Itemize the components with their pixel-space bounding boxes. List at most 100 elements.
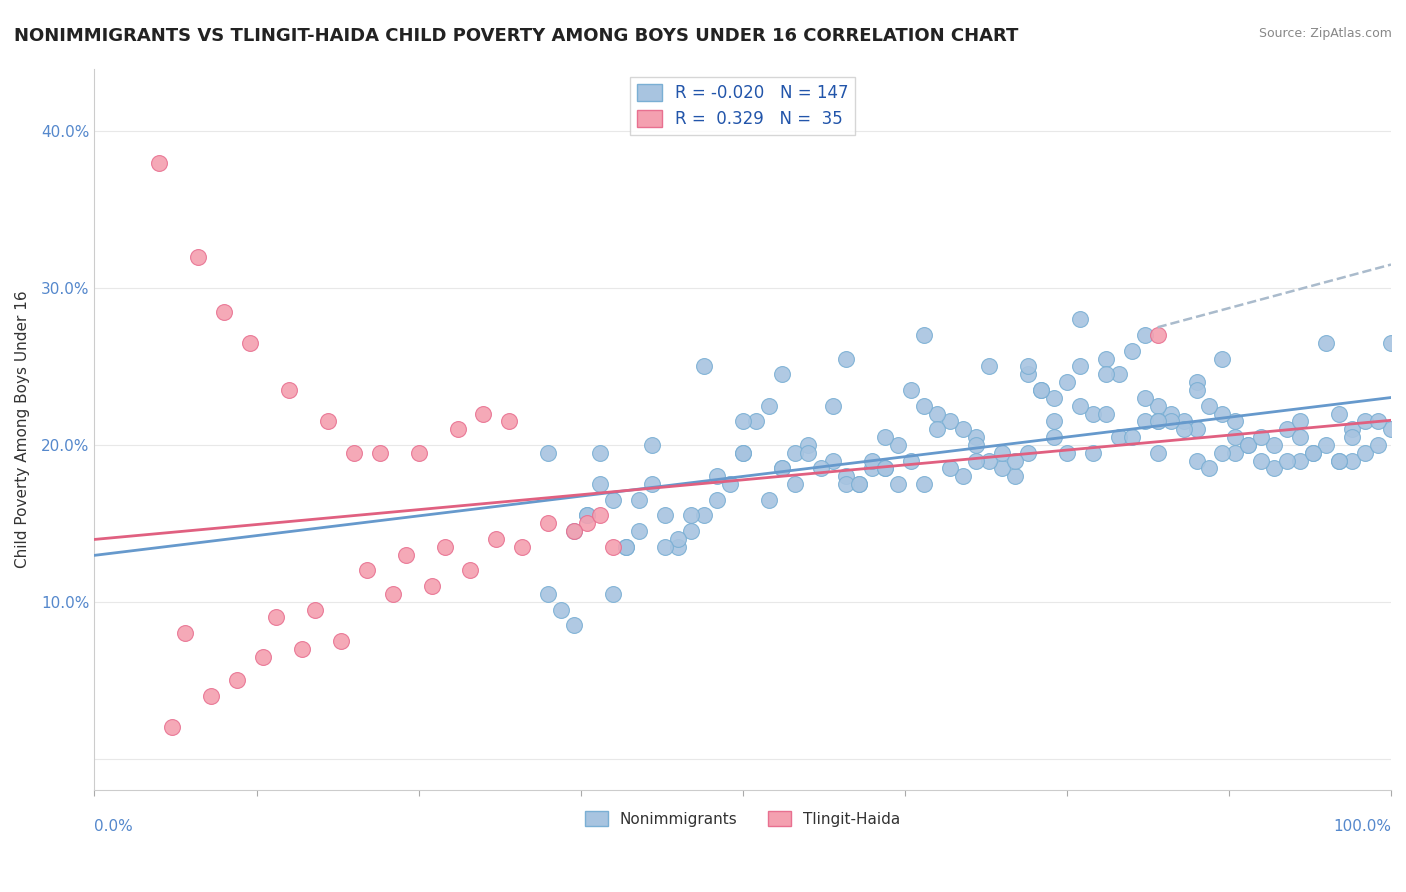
Point <box>1146 328 1168 343</box>
Point <box>562 524 585 538</box>
Point <box>356 563 378 577</box>
Point <box>1146 414 1168 428</box>
Point <box>187 250 209 264</box>
Point <box>537 446 560 460</box>
Point <box>1225 414 1247 428</box>
Point <box>1017 446 1039 460</box>
Point <box>1263 438 1285 452</box>
Point <box>602 492 624 507</box>
Point <box>395 548 418 562</box>
Point <box>1237 438 1260 452</box>
Point <box>316 414 339 428</box>
Point <box>770 461 793 475</box>
Point <box>977 359 1000 374</box>
Point <box>329 634 352 648</box>
Point <box>1185 422 1208 436</box>
Point <box>291 641 314 656</box>
Point <box>368 446 391 460</box>
Point <box>835 351 858 366</box>
Point <box>1225 430 1247 444</box>
Point <box>1379 335 1402 350</box>
Point <box>977 453 1000 467</box>
Point <box>1094 407 1116 421</box>
Point <box>1211 351 1233 366</box>
Point <box>162 720 184 734</box>
Point <box>498 414 520 428</box>
Point <box>991 446 1014 460</box>
Point <box>1185 375 1208 389</box>
Point <box>485 532 508 546</box>
Point <box>796 438 818 452</box>
Point <box>602 540 624 554</box>
Point <box>446 422 468 436</box>
Point <box>537 516 560 531</box>
Point <box>731 414 754 428</box>
Point <box>706 469 728 483</box>
Point <box>991 461 1014 475</box>
Point <box>408 446 430 460</box>
Point <box>264 610 287 624</box>
Point <box>693 508 716 523</box>
Point <box>1133 414 1156 428</box>
Point <box>666 532 689 546</box>
Point <box>1341 453 1364 467</box>
Point <box>965 453 987 467</box>
Point <box>1367 414 1389 428</box>
Point <box>912 399 935 413</box>
Point <box>1379 422 1402 436</box>
Point <box>1277 453 1299 467</box>
Point <box>900 383 922 397</box>
Point <box>1250 453 1272 467</box>
Point <box>927 407 949 421</box>
Point <box>1081 407 1104 421</box>
Point <box>1263 461 1285 475</box>
Point <box>1289 453 1312 467</box>
Point <box>1056 446 1078 460</box>
Point <box>900 453 922 467</box>
Point <box>1160 414 1182 428</box>
Point <box>758 399 780 413</box>
Point <box>562 618 585 632</box>
Point <box>589 477 612 491</box>
Point <box>1185 453 1208 467</box>
Point <box>965 430 987 444</box>
Point <box>381 587 404 601</box>
Point <box>1133 328 1156 343</box>
Point <box>627 524 650 538</box>
Point <box>1121 430 1143 444</box>
Point <box>1017 359 1039 374</box>
Text: 0.0%: 0.0% <box>94 819 134 834</box>
Point <box>1069 399 1091 413</box>
Point <box>875 430 897 444</box>
Point <box>731 446 754 460</box>
Point <box>823 453 845 467</box>
Point <box>1133 391 1156 405</box>
Point <box>589 446 612 460</box>
Point <box>860 461 883 475</box>
Point <box>239 335 262 350</box>
Point <box>1211 407 1233 421</box>
Point <box>770 461 793 475</box>
Point <box>1354 446 1376 460</box>
Point <box>1121 343 1143 358</box>
Point <box>887 438 910 452</box>
Point <box>1081 446 1104 460</box>
Point <box>1354 414 1376 428</box>
Point <box>1173 422 1195 436</box>
Point <box>602 587 624 601</box>
Point <box>887 477 910 491</box>
Point <box>1367 438 1389 452</box>
Point <box>1237 438 1260 452</box>
Point <box>550 602 572 616</box>
Point <box>200 689 222 703</box>
Point <box>343 446 366 460</box>
Text: Source: ZipAtlas.com: Source: ZipAtlas.com <box>1258 27 1392 40</box>
Point <box>1004 469 1026 483</box>
Point <box>718 477 741 491</box>
Point <box>1069 359 1091 374</box>
Point <box>589 508 612 523</box>
Point <box>1146 399 1168 413</box>
Point <box>537 587 560 601</box>
Point <box>875 461 897 475</box>
Point <box>1315 335 1337 350</box>
